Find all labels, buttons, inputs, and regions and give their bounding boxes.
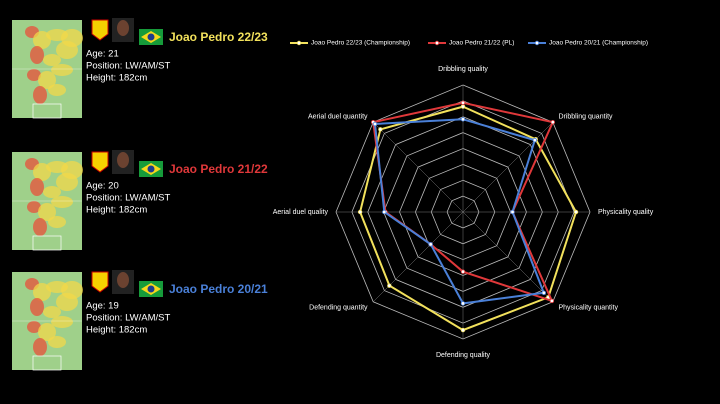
player-age: Age: 19: [86, 301, 119, 312]
series-point: [460, 269, 466, 274]
heat-spot: [48, 216, 66, 228]
series-point: [550, 119, 556, 125]
heat-spot: [43, 306, 61, 318]
legend-label: Joao Pedro 20/21 (Championship): [549, 40, 648, 47]
series-point: [573, 209, 579, 215]
legend-marker: [296, 40, 302, 46]
spoke: [462, 122, 553, 213]
flag-globe: [147, 285, 155, 293]
heat-spot: [61, 29, 83, 47]
player-height: Height: 182cm: [86, 325, 147, 336]
club-badge: [91, 19, 109, 41]
axis-label: Defending quality: [436, 352, 491, 359]
series-point: [372, 121, 378, 127]
series-point: [357, 209, 363, 215]
flag-globe: [147, 165, 155, 173]
player-position: Position: LW/AM/ST: [86, 193, 170, 204]
heat-spot: [43, 54, 61, 66]
heat-spot: [33, 218, 47, 236]
heat-spot: [30, 178, 44, 196]
series-point: [428, 242, 433, 247]
series-point: [378, 127, 383, 132]
player-position: Position: LW/AM/ST: [86, 313, 170, 324]
player-face: [117, 152, 129, 168]
series-point: [382, 209, 387, 215]
legend-label: Joao Pedro 22/23 (Championship): [311, 40, 410, 47]
axis-label: Defending quantity: [309, 304, 368, 311]
heat-spot: [30, 298, 44, 316]
legend-marker: [534, 40, 540, 46]
heat-spot: [48, 84, 66, 96]
series-point: [549, 298, 555, 304]
axis-label: Physicality quality: [598, 209, 654, 216]
series-point: [387, 283, 392, 288]
heat-spot: [51, 64, 73, 76]
player-age: Age: 21: [86, 49, 119, 60]
heat-spot: [43, 186, 61, 198]
heat-spot: [51, 196, 73, 208]
series-point: [510, 209, 515, 215]
series-point: [460, 104, 466, 109]
club-badge: [91, 271, 109, 293]
heat-spot: [38, 323, 56, 341]
player-face: [117, 272, 129, 288]
player-height: Height: 182cm: [86, 73, 147, 84]
axis-label: Dribbling quantity: [558, 113, 613, 120]
heat-spot: [51, 316, 73, 328]
series-point: [460, 327, 466, 333]
flag-globe: [147, 33, 155, 41]
player-age: Age: 20: [86, 181, 119, 192]
axis-label: Dribbling quality: [438, 66, 488, 73]
legend-label: Joao Pedro 21/22 (PL): [449, 40, 514, 47]
axis-label: Physicality quantity: [558, 304, 618, 311]
series-point: [541, 290, 547, 296]
heat-spot: [33, 338, 47, 356]
spoke: [373, 122, 464, 213]
heat-spot: [38, 203, 56, 221]
heat-spot: [27, 321, 41, 333]
player-position: Position: LW/AM/ST: [86, 61, 170, 72]
player-title: Joao Pedro 20/21: [169, 282, 268, 296]
heat-spot: [33, 86, 47, 104]
series-point: [460, 100, 466, 105]
pitch-box: [32, 235, 62, 251]
heat-spot: [61, 161, 83, 179]
spoke: [462, 211, 553, 302]
series-point: [460, 301, 466, 306]
pitch-box: [32, 355, 62, 371]
player-title: Joao Pedro 22/23: [169, 30, 268, 44]
player-title: Joao Pedro 21/22: [169, 162, 268, 176]
heat-spot: [38, 71, 56, 89]
heat-spot: [48, 336, 66, 348]
club-badge: [91, 151, 109, 173]
heat-spot: [30, 46, 44, 64]
pitch-box: [32, 103, 62, 119]
heat-spot: [27, 69, 41, 81]
axis-label: Aerial duel quantity: [308, 113, 368, 120]
heat-spot: [27, 201, 41, 213]
axis-label: Aerial duel quality: [273, 209, 329, 216]
legend-marker: [434, 40, 440, 46]
player-height: Height: 182cm: [86, 205, 147, 216]
series-point: [532, 137, 538, 143]
series-point: [460, 117, 466, 122]
player-face: [117, 20, 129, 36]
heat-spot: [61, 281, 83, 299]
